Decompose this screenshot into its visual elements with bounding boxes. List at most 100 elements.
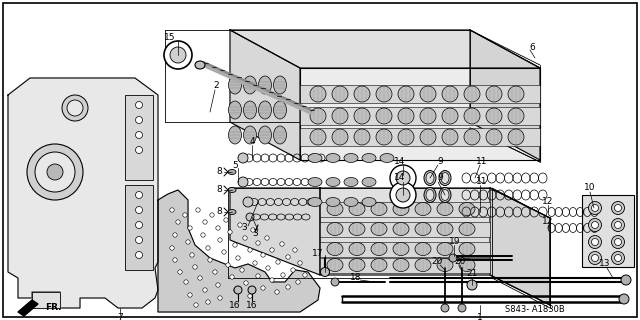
Ellipse shape (308, 197, 322, 206)
Circle shape (206, 300, 210, 304)
Ellipse shape (393, 259, 409, 271)
Ellipse shape (398, 86, 414, 102)
Circle shape (248, 294, 252, 298)
Text: 21: 21 (467, 269, 477, 278)
Circle shape (266, 266, 270, 270)
Ellipse shape (327, 259, 343, 271)
Circle shape (589, 202, 602, 214)
Ellipse shape (420, 129, 436, 145)
Polygon shape (8, 78, 158, 308)
Ellipse shape (273, 101, 287, 119)
Ellipse shape (273, 76, 287, 94)
Text: 2: 2 (213, 82, 219, 91)
Circle shape (321, 268, 330, 276)
Ellipse shape (415, 222, 431, 236)
Ellipse shape (310, 86, 326, 102)
Circle shape (201, 233, 205, 237)
Circle shape (176, 220, 180, 224)
Text: S843- A1830B: S843- A1830B (505, 306, 565, 315)
Ellipse shape (376, 129, 392, 145)
Ellipse shape (259, 126, 271, 144)
Circle shape (136, 132, 143, 139)
Ellipse shape (486, 108, 502, 124)
Circle shape (614, 204, 621, 212)
Circle shape (619, 294, 629, 304)
Circle shape (212, 270, 217, 274)
Circle shape (441, 304, 449, 312)
Circle shape (27, 144, 83, 200)
Text: 17: 17 (312, 249, 324, 258)
Text: 3: 3 (252, 229, 258, 238)
Circle shape (226, 263, 230, 267)
Circle shape (238, 153, 248, 163)
Ellipse shape (486, 129, 502, 145)
Ellipse shape (439, 188, 451, 203)
Text: 16: 16 (229, 300, 241, 309)
Ellipse shape (415, 243, 431, 255)
Bar (125, 95, 153, 180)
Ellipse shape (459, 203, 475, 215)
Polygon shape (490, 188, 550, 305)
Ellipse shape (441, 189, 449, 201)
Ellipse shape (415, 203, 431, 215)
Circle shape (591, 221, 598, 228)
Polygon shape (320, 188, 550, 305)
Ellipse shape (508, 86, 524, 102)
Text: 8: 8 (216, 207, 222, 217)
Circle shape (396, 171, 410, 185)
Ellipse shape (376, 108, 392, 124)
Circle shape (286, 255, 290, 259)
Circle shape (170, 47, 186, 63)
Circle shape (253, 261, 257, 265)
Polygon shape (230, 188, 320, 275)
Circle shape (173, 258, 177, 262)
Text: 19: 19 (449, 236, 461, 245)
Ellipse shape (437, 222, 453, 236)
Circle shape (184, 280, 188, 284)
Circle shape (390, 165, 416, 191)
Circle shape (228, 230, 232, 234)
Circle shape (210, 213, 214, 217)
Circle shape (261, 253, 265, 257)
Circle shape (390, 182, 416, 208)
Ellipse shape (459, 222, 475, 236)
Ellipse shape (442, 108, 458, 124)
Circle shape (591, 204, 598, 212)
Circle shape (270, 278, 274, 282)
Circle shape (243, 236, 247, 240)
Circle shape (136, 101, 143, 108)
Ellipse shape (376, 86, 392, 102)
Polygon shape (18, 300, 38, 316)
Text: 11: 11 (476, 156, 488, 165)
Ellipse shape (354, 108, 370, 124)
Circle shape (136, 116, 143, 124)
Circle shape (186, 240, 190, 244)
Ellipse shape (437, 243, 453, 255)
Circle shape (621, 275, 631, 285)
Circle shape (208, 258, 212, 262)
Ellipse shape (308, 178, 322, 187)
Circle shape (238, 177, 248, 187)
Bar (320, 202, 490, 217)
Text: 20: 20 (454, 257, 466, 266)
Ellipse shape (393, 222, 409, 236)
Bar (582, 195, 634, 267)
Text: 20: 20 (431, 258, 443, 267)
Ellipse shape (308, 154, 322, 163)
Bar (320, 222, 490, 237)
Circle shape (234, 286, 242, 294)
Ellipse shape (508, 129, 524, 145)
Polygon shape (230, 30, 300, 160)
Ellipse shape (424, 188, 436, 203)
Circle shape (256, 241, 260, 245)
Circle shape (280, 242, 284, 246)
Circle shape (589, 252, 602, 265)
Ellipse shape (371, 259, 387, 271)
Circle shape (240, 268, 244, 272)
Circle shape (233, 243, 237, 247)
Ellipse shape (459, 243, 475, 255)
Ellipse shape (362, 197, 376, 206)
Ellipse shape (228, 170, 236, 174)
Circle shape (331, 278, 339, 286)
Ellipse shape (437, 203, 453, 215)
